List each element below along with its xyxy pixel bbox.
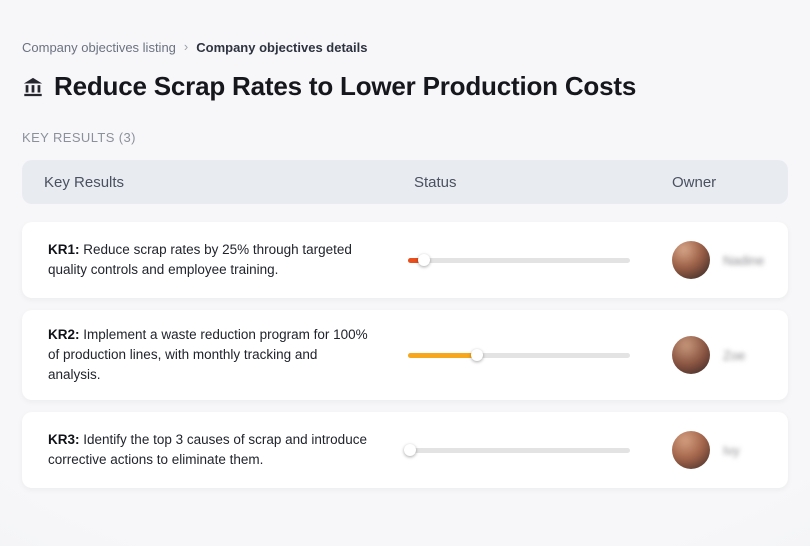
- owner-cell: Ivy: [672, 431, 788, 469]
- avatar: [672, 241, 710, 279]
- kr-label: KR2:: [48, 327, 80, 342]
- progress-fill: [408, 349, 483, 361]
- progress-track: [408, 254, 630, 266]
- key-result-text: KR2: Implement a waste reduction program…: [22, 325, 408, 385]
- breadcrumb-current-page: Company objectives details: [196, 40, 368, 55]
- page-title: Reduce Scrap Rates to Lower Production C…: [54, 71, 637, 101]
- progress-slider[interactable]: [404, 444, 630, 456]
- avatar: [672, 431, 710, 469]
- key-result-text: KR3: Identify the top 3 causes of scrap …: [22, 430, 408, 470]
- owner-name: Ivy: [723, 442, 740, 458]
- building-icon: [22, 76, 44, 98]
- key-result-text: KR1: Reduce scrap rates by 25% through t…: [22, 240, 408, 280]
- avatar: [672, 336, 710, 374]
- progress-slider[interactable]: [408, 254, 630, 266]
- key-results-count-label: KEY RESULTS (3): [22, 130, 136, 145]
- key-result-row-kr3[interactable]: KR3: Identify the top 3 causes of scrap …: [22, 412, 788, 488]
- kr-description: Reduce scrap rates by 25% through target…: [48, 242, 352, 277]
- column-header-key-results: Key Results: [44, 173, 125, 191]
- slider-knob[interactable]: [470, 349, 483, 361]
- key-results-list: KR1: Reduce scrap rates by 25% through t…: [22, 222, 788, 488]
- kr-label: KR1:: [48, 242, 80, 257]
- kr-label: KR3:: [48, 432, 80, 447]
- progress-track: [404, 444, 630, 456]
- progress-track: [408, 349, 630, 361]
- status-cell: [404, 444, 672, 456]
- status-cell: [408, 254, 672, 266]
- slider-knob[interactable]: [417, 254, 430, 266]
- kr-description: Identify the top 3 causes of scrap and i…: [48, 432, 367, 467]
- breadcrumb: Company objectives listing › Company obj…: [22, 39, 788, 55]
- column-header-status: Status: [414, 173, 457, 191]
- progress-slider[interactable]: [408, 349, 630, 361]
- breadcrumb-link-objectives-listing[interactable]: Company objectives listing: [22, 40, 176, 55]
- table-header: Key Results Status Owner: [22, 160, 788, 204]
- key-result-row-kr2[interactable]: KR2: Implement a waste reduction program…: [22, 310, 788, 400]
- column-header-owner: Owner: [672, 173, 717, 191]
- page-header: Reduce Scrap Rates to Lower Production C…: [22, 71, 788, 102]
- owner-name: Nadine: [723, 252, 765, 268]
- slider-knob[interactable]: [404, 444, 417, 456]
- progress-fill: [408, 254, 430, 266]
- status-cell: [408, 349, 672, 361]
- key-result-row-kr1[interactable]: KR1: Reduce scrap rates by 25% through t…: [22, 222, 788, 298]
- owner-cell: Nadine: [672, 241, 788, 279]
- progress-fill: [404, 444, 417, 456]
- owner-name: Zoe: [723, 347, 746, 363]
- kr-description: Implement a waste reduction program for …: [48, 327, 368, 382]
- owner-cell: Zoe: [672, 336, 788, 374]
- chevron-right-icon: ›: [183, 39, 189, 54]
